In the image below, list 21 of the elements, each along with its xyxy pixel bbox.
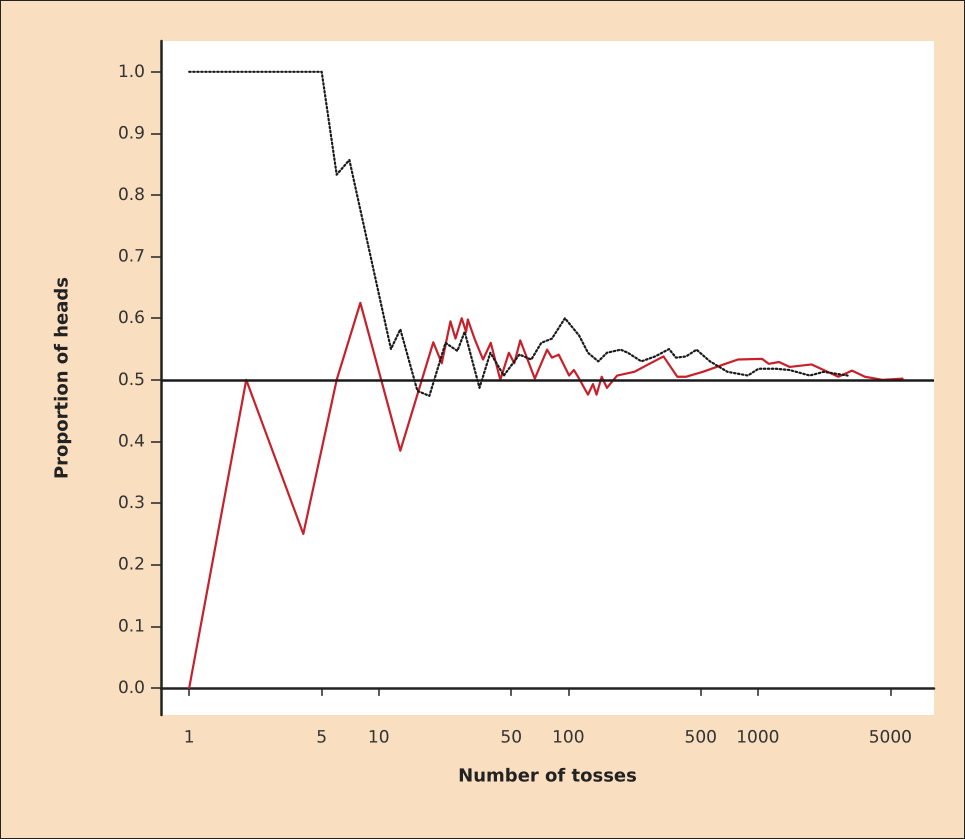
x-tick-label: 500 xyxy=(684,728,717,748)
x-tick-label: 100 xyxy=(552,728,585,748)
x-tick-label: 10 xyxy=(368,728,390,748)
y-tick-label: 0.2 xyxy=(118,554,145,575)
y-tick-label: 0.0 xyxy=(118,678,145,698)
x-tick-label: 5000 xyxy=(868,728,912,748)
y-tick-label: 0.1 xyxy=(118,616,145,636)
x-axis-title: Number of tosses xyxy=(458,766,637,786)
x-tick-label: 1000 xyxy=(736,728,780,748)
y-axis-title: Proportion of heads xyxy=(52,276,72,480)
y-tick-label: 0.4 xyxy=(118,431,145,452)
y-tick-label: 1.0 xyxy=(118,62,145,82)
y-tick-label: 0.5 xyxy=(118,370,145,390)
y-tick-label: 0.8 xyxy=(118,185,145,206)
y-tick-label: 0.6 xyxy=(118,308,145,328)
y-tick-label: 0.7 xyxy=(118,246,145,267)
x-tick-label: 5 xyxy=(316,728,328,748)
x-tick-label: 1 xyxy=(184,728,195,748)
y-tick-label: 0.9 xyxy=(118,123,145,144)
y-tick-label: 0.3 xyxy=(118,493,145,514)
x-tick-label: 50 xyxy=(500,728,522,748)
